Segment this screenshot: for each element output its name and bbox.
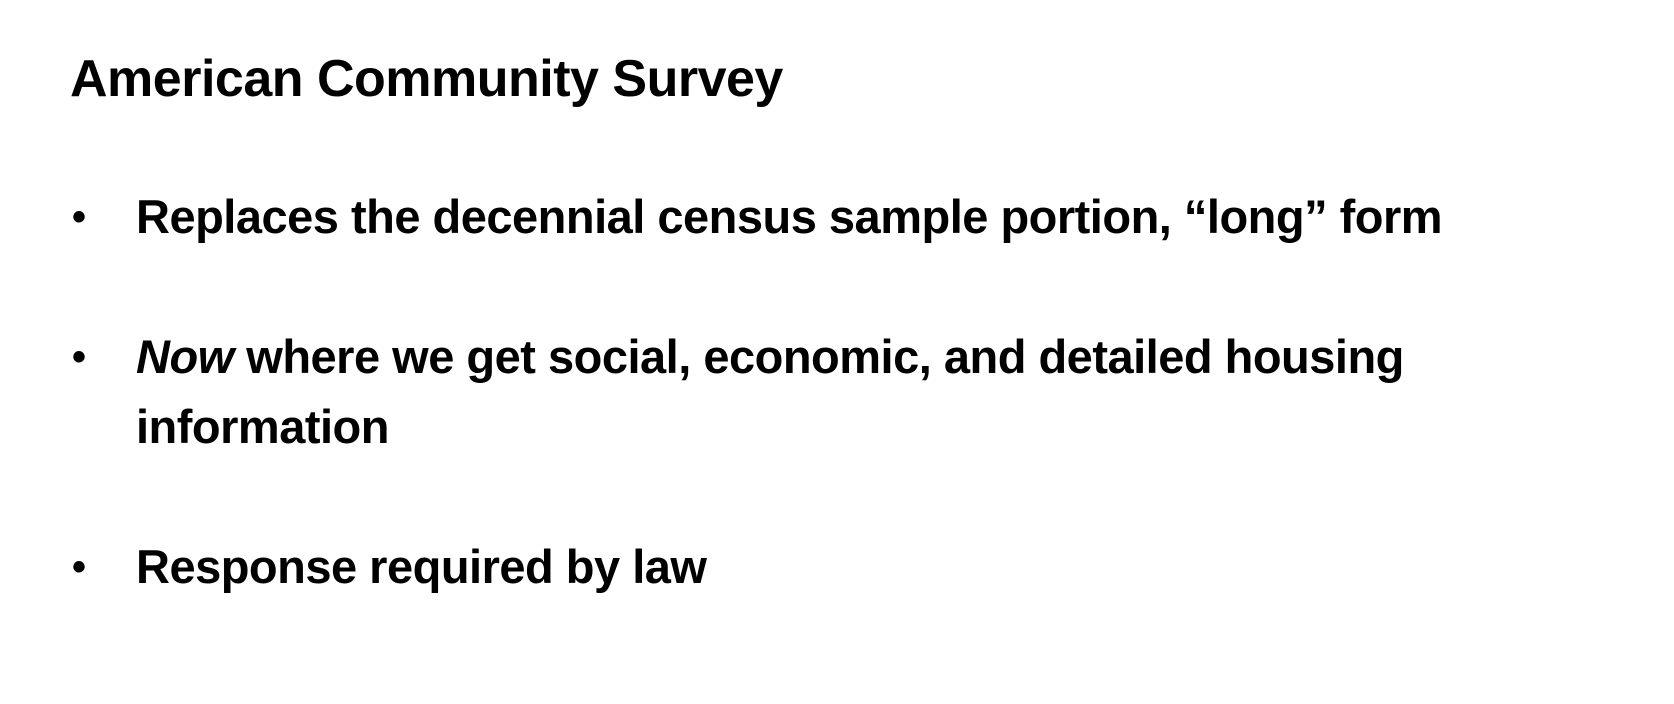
bullet-text: Replaces the decennial census sample por…: [136, 190, 1443, 243]
bullet-list: • Replaces the decennial census sample p…: [70, 182, 1630, 602]
bullet-text: where we get social, economic, and detai…: [136, 330, 1404, 453]
bullet-marker: •: [72, 545, 86, 589]
bullet-marker: •: [72, 195, 86, 239]
bullet-marker: •: [72, 335, 86, 379]
bullet-emphasis-text: Now: [136, 330, 234, 383]
slide-title: American Community Survey: [70, 50, 783, 108]
bullet-text: Response required by law: [136, 540, 707, 593]
bullet-item-response-required: • Response required by law: [70, 532, 1630, 602]
bullet-item-replaces-long-form: • Replaces the decennial census sample p…: [70, 182, 1630, 252]
bullet-item-now-where-we-get: • Now where we get social, economic, and …: [70, 322, 1630, 462]
